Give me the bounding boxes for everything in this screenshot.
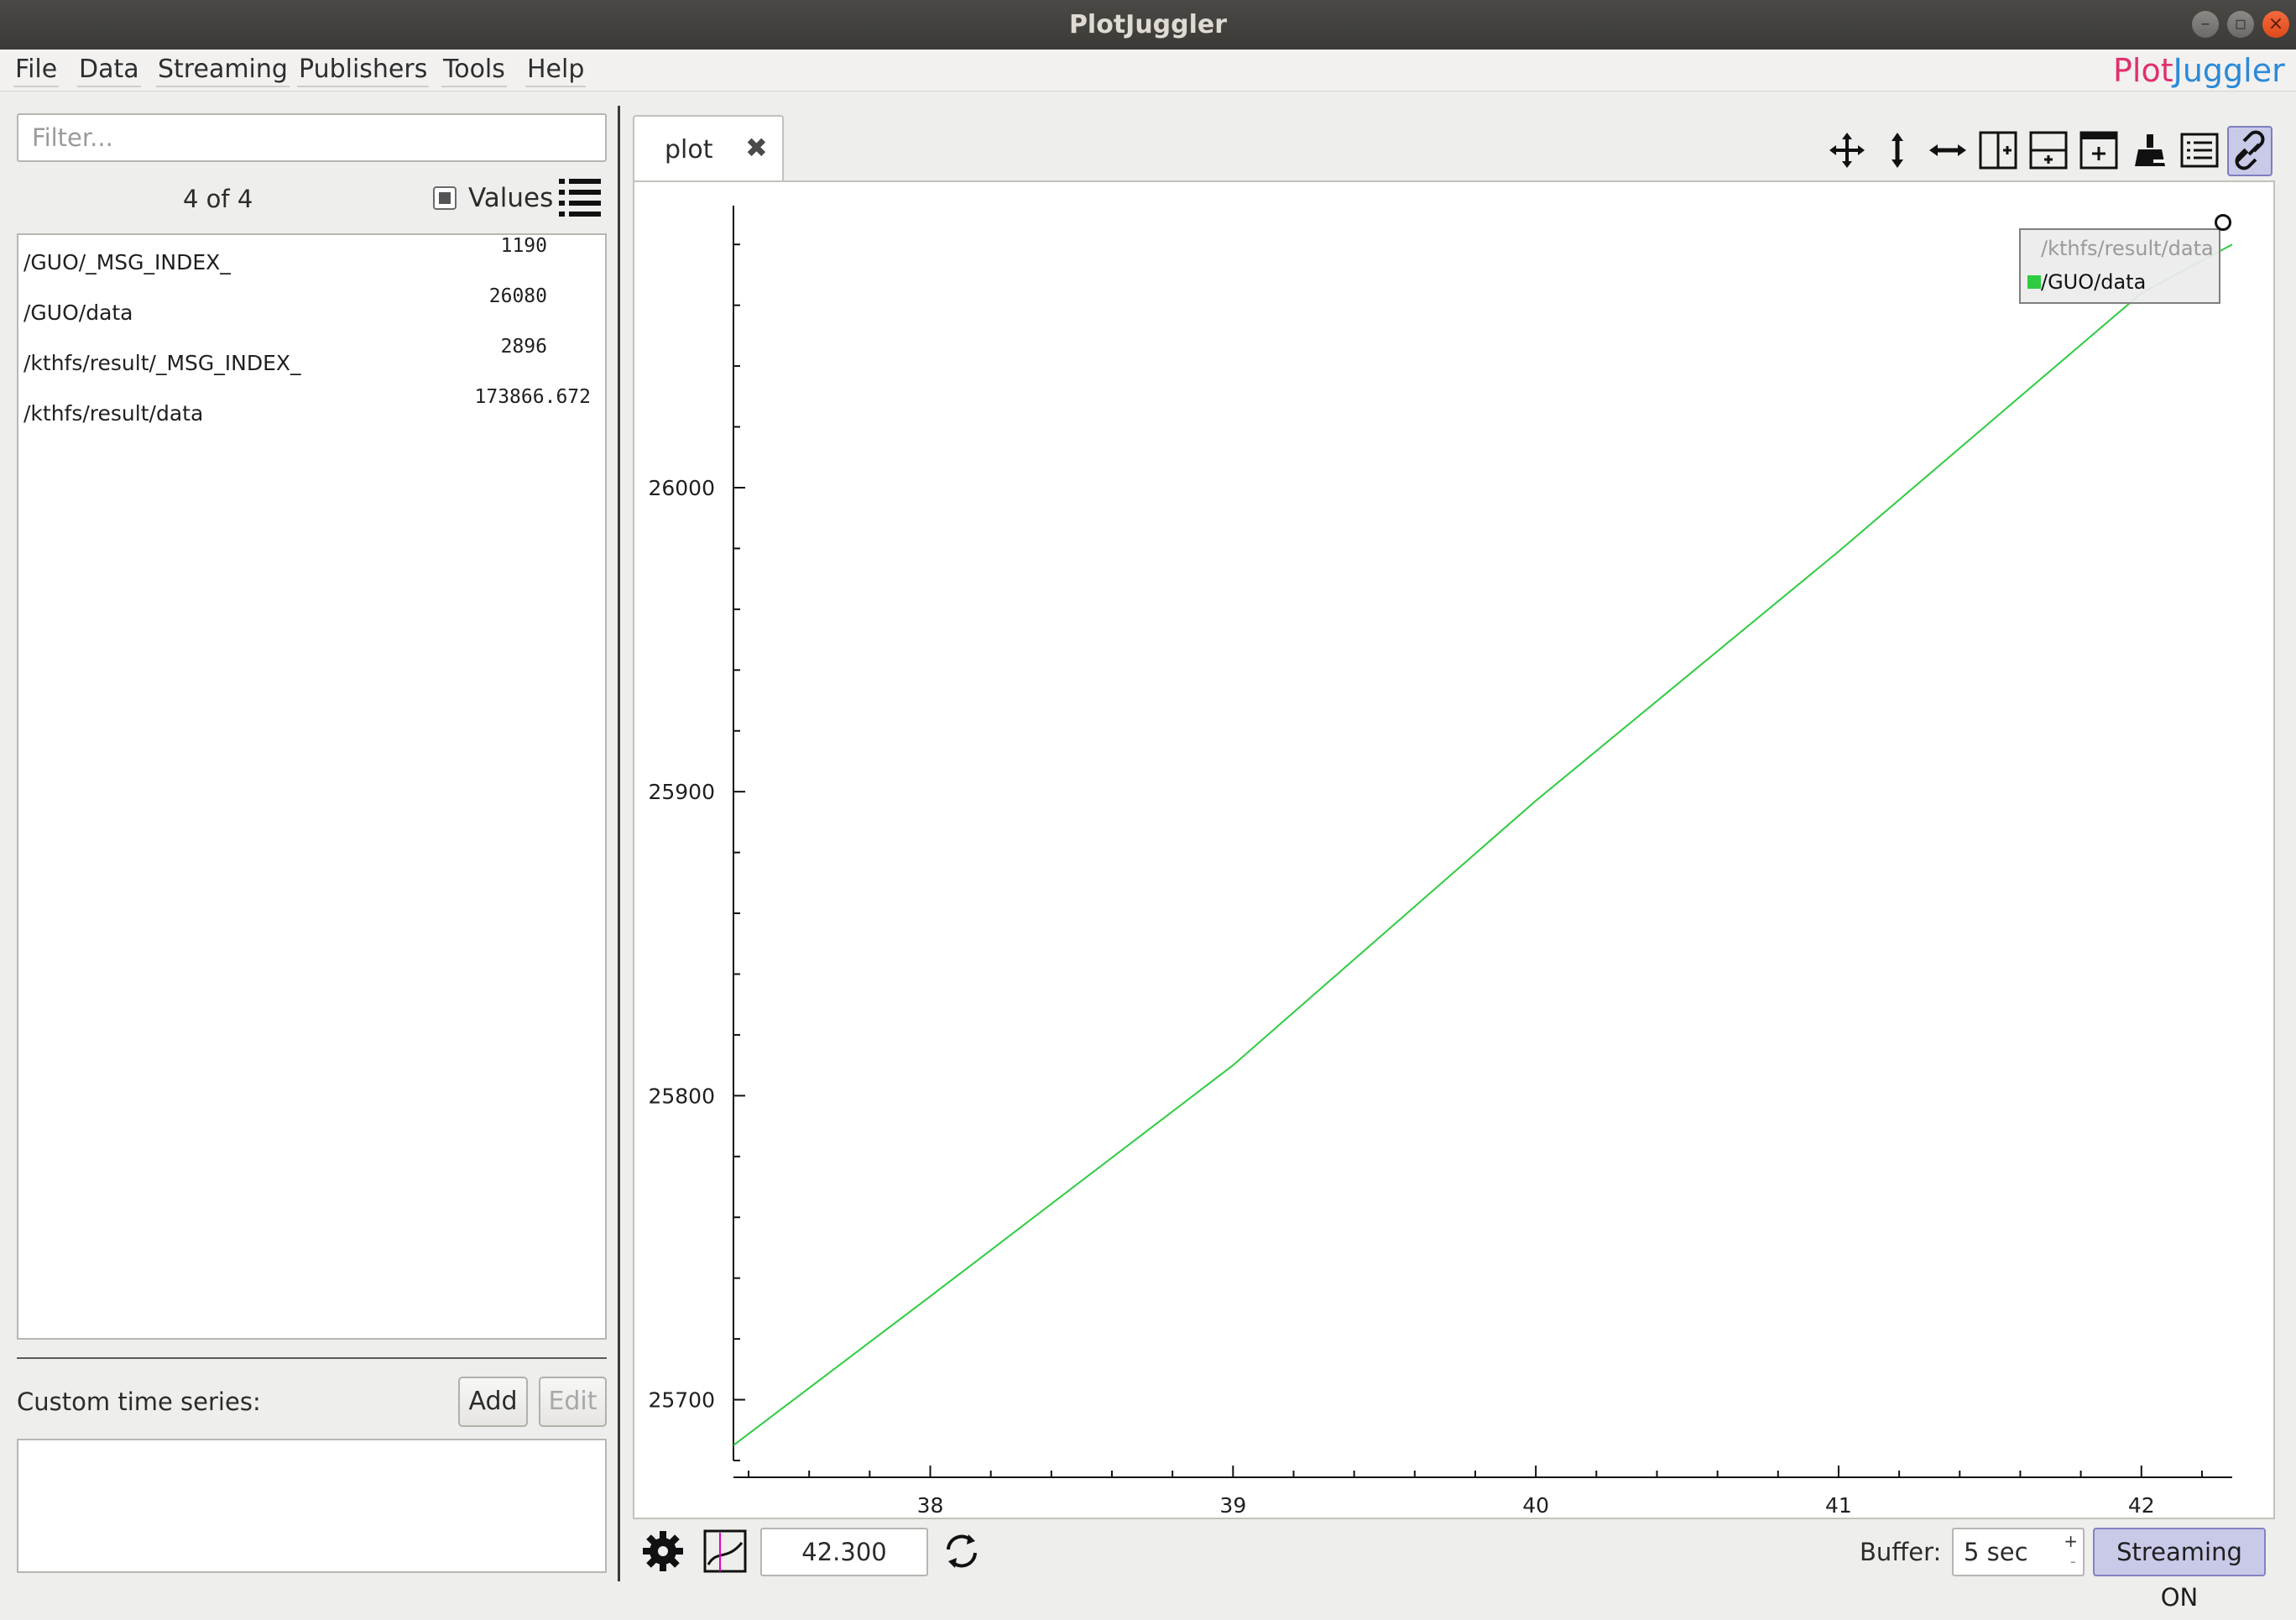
topic-value: 2896 <box>500 336 547 358</box>
menu-streaming[interactable]: Streaming <box>156 55 290 87</box>
time-value-field[interactable]: 42.300 <box>760 1528 928 1576</box>
values-checkbox[interactable] <box>433 186 457 210</box>
split-horizontal-icon[interactable] <box>1975 126 2021 176</box>
topic-row[interactable]: /GUO/_MSG_INDEX_ 1190 <box>18 235 606 285</box>
spin-down-icon[interactable]: - <box>2069 1551 2076 1571</box>
horizontal-zoom-icon[interactable] <box>1925 126 1970 176</box>
logo-juggler-text: Juggler <box>2173 52 2285 89</box>
x-tick-label: 39 <box>1219 1493 1246 1518</box>
topic-name: /GUO/data <box>23 300 133 325</box>
tab-plot[interactable]: plot ✖ <box>633 115 784 182</box>
topic-value: 173866.672 <box>474 386 591 408</box>
menu-tools[interactable]: Tools <box>441 55 507 87</box>
streaming-toggle-button[interactable]: Streaming ON <box>2093 1528 2266 1612</box>
menu-data[interactable]: Data <box>77 55 141 87</box>
topic-name: /kthfs/result/_MSG_INDEX_ <box>23 351 301 375</box>
series-line <box>733 243 2233 1446</box>
y-tick-label: 25700 <box>648 1388 715 1413</box>
y-tick-label: 25900 <box>648 780 715 804</box>
buffer-value: 5 sec <box>1964 1538 2028 1566</box>
legend-swatch <box>2027 275 2041 289</box>
topic-name: /kthfs/result/data <box>23 401 204 426</box>
topic-value: 1190 <box>500 235 547 257</box>
title-bar: PlotJuggler – ▫ × <box>0 0 2296 50</box>
x-tick-label: 42 <box>2128 1493 2155 1518</box>
menu-help[interactable]: Help <box>525 55 587 87</box>
add-button[interactable]: Add <box>458 1377 528 1427</box>
link-icon[interactable] <box>2227 126 2273 176</box>
legend-drag-handle[interactable] <box>2215 214 2231 231</box>
splitter-handle[interactable] <box>618 106 620 1581</box>
maximize-button[interactable]: ▫ <box>2227 11 2254 38</box>
x-tick-label: 41 <box>1825 1493 1852 1518</box>
split-vertical-icon[interactable] <box>2026 126 2071 176</box>
plot-canvas[interactable]: 25700 25800 25900 26000 38 39 40 41 42 <box>633 180 2275 1519</box>
menu-file[interactable]: File <box>13 55 60 87</box>
time-axis-icon[interactable] <box>702 1528 749 1575</box>
y-tick-label: 26000 <box>648 476 715 500</box>
gear-icon[interactable] <box>639 1528 686 1575</box>
refresh-icon[interactable] <box>940 1529 984 1573</box>
topic-count: 4 of 4 <box>183 185 253 213</box>
tab-close-icon[interactable]: ✖ <box>745 132 768 164</box>
legend-item[interactable]: /GUO/data <box>2041 270 2147 294</box>
topic-row[interactable]: /kthfs/result/_MSG_INDEX_ 2896 <box>18 336 606 386</box>
topic-value: 26080 <box>488 285 547 307</box>
x-tick-label: 40 <box>1522 1493 1549 1518</box>
line-chart: 25700 25800 25900 26000 38 39 40 41 42 <box>648 206 2233 1518</box>
filter-input[interactable] <box>17 113 607 162</box>
topic-row[interactable]: /GUO/data 26080 <box>18 285 606 336</box>
custom-series-label: Custom time series: <box>17 1387 261 1416</box>
app-logo: PlotJuggler <box>2113 52 2285 89</box>
logo-plot-text: Plot <box>2113 52 2173 89</box>
menu-publishers[interactable]: Publishers <box>297 55 430 87</box>
move-icon[interactable] <box>1824 126 1870 176</box>
spin-up-icon[interactable]: + <box>2064 1531 2078 1551</box>
panel-divider <box>17 1357 607 1359</box>
clear-brush-icon[interactable] <box>2126 126 2172 176</box>
tab-label: plot <box>665 135 713 165</box>
vertical-zoom-icon[interactable] <box>1875 126 1920 176</box>
list-view-icon[interactable] <box>557 176 604 218</box>
plot-legend[interactable]: /kthfs/result/data /GUO/data <box>2019 228 2220 304</box>
buffer-label: Buffer: <box>1860 1538 1942 1566</box>
close-window-button[interactable]: × <box>2262 11 2289 38</box>
x-tick-label: 38 <box>917 1493 944 1518</box>
custom-series-list[interactable] <box>17 1439 607 1573</box>
legend-item[interactable]: /kthfs/result/data <box>2041 237 2214 260</box>
edit-button[interactable]: Edit <box>539 1377 607 1427</box>
topic-list: /GUO/_MSG_INDEX_ 1190 /GUO/data 26080 /k… <box>17 233 607 1340</box>
minimize-button[interactable]: – <box>2192 11 2219 38</box>
legend-list-icon[interactable] <box>2177 126 2222 176</box>
topic-name: /GUO/_MSG_INDEX_ <box>23 250 231 274</box>
menu-bar: File Data Streaming Publishers Tools Hel… <box>0 50 2296 91</box>
topic-row[interactable]: /kthfs/result/data 173866.672 <box>18 386 606 436</box>
window-title: PlotJuggler <box>1068 10 1228 39</box>
add-tab-icon[interactable] <box>2076 126 2121 176</box>
y-tick-label: 25800 <box>648 1084 715 1108</box>
values-label: Values <box>468 183 554 213</box>
buffer-spinbox[interactable]: 5 sec + - <box>1952 1528 2085 1576</box>
